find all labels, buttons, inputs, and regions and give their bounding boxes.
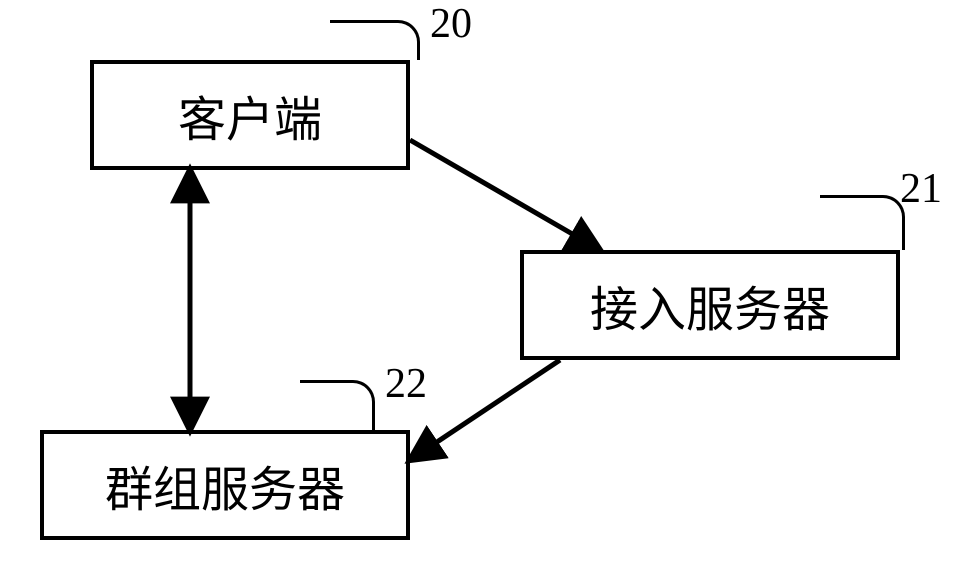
- node-group-server: 群组服务器: [40, 430, 410, 540]
- ref-client: 20: [430, 0, 472, 48]
- node-client: 客户端: [90, 60, 410, 170]
- leader-client: [330, 20, 420, 60]
- node-client-label: 客户端: [178, 80, 322, 150]
- node-access-server: 接入服务器: [520, 250, 900, 360]
- node-group-label: 群组服务器: [105, 450, 345, 520]
- ref-access: 21: [900, 165, 942, 213]
- diagram-canvas: 客户端 20 接入服务器 21 群组服务器 22: [0, 0, 968, 574]
- edge-client-access: [410, 140, 600, 250]
- leader-group: [300, 380, 375, 430]
- edge-access-group: [410, 360, 560, 460]
- ref-group: 22: [385, 360, 427, 408]
- node-access-label: 接入服务器: [590, 270, 830, 340]
- leader-access: [820, 195, 905, 250]
